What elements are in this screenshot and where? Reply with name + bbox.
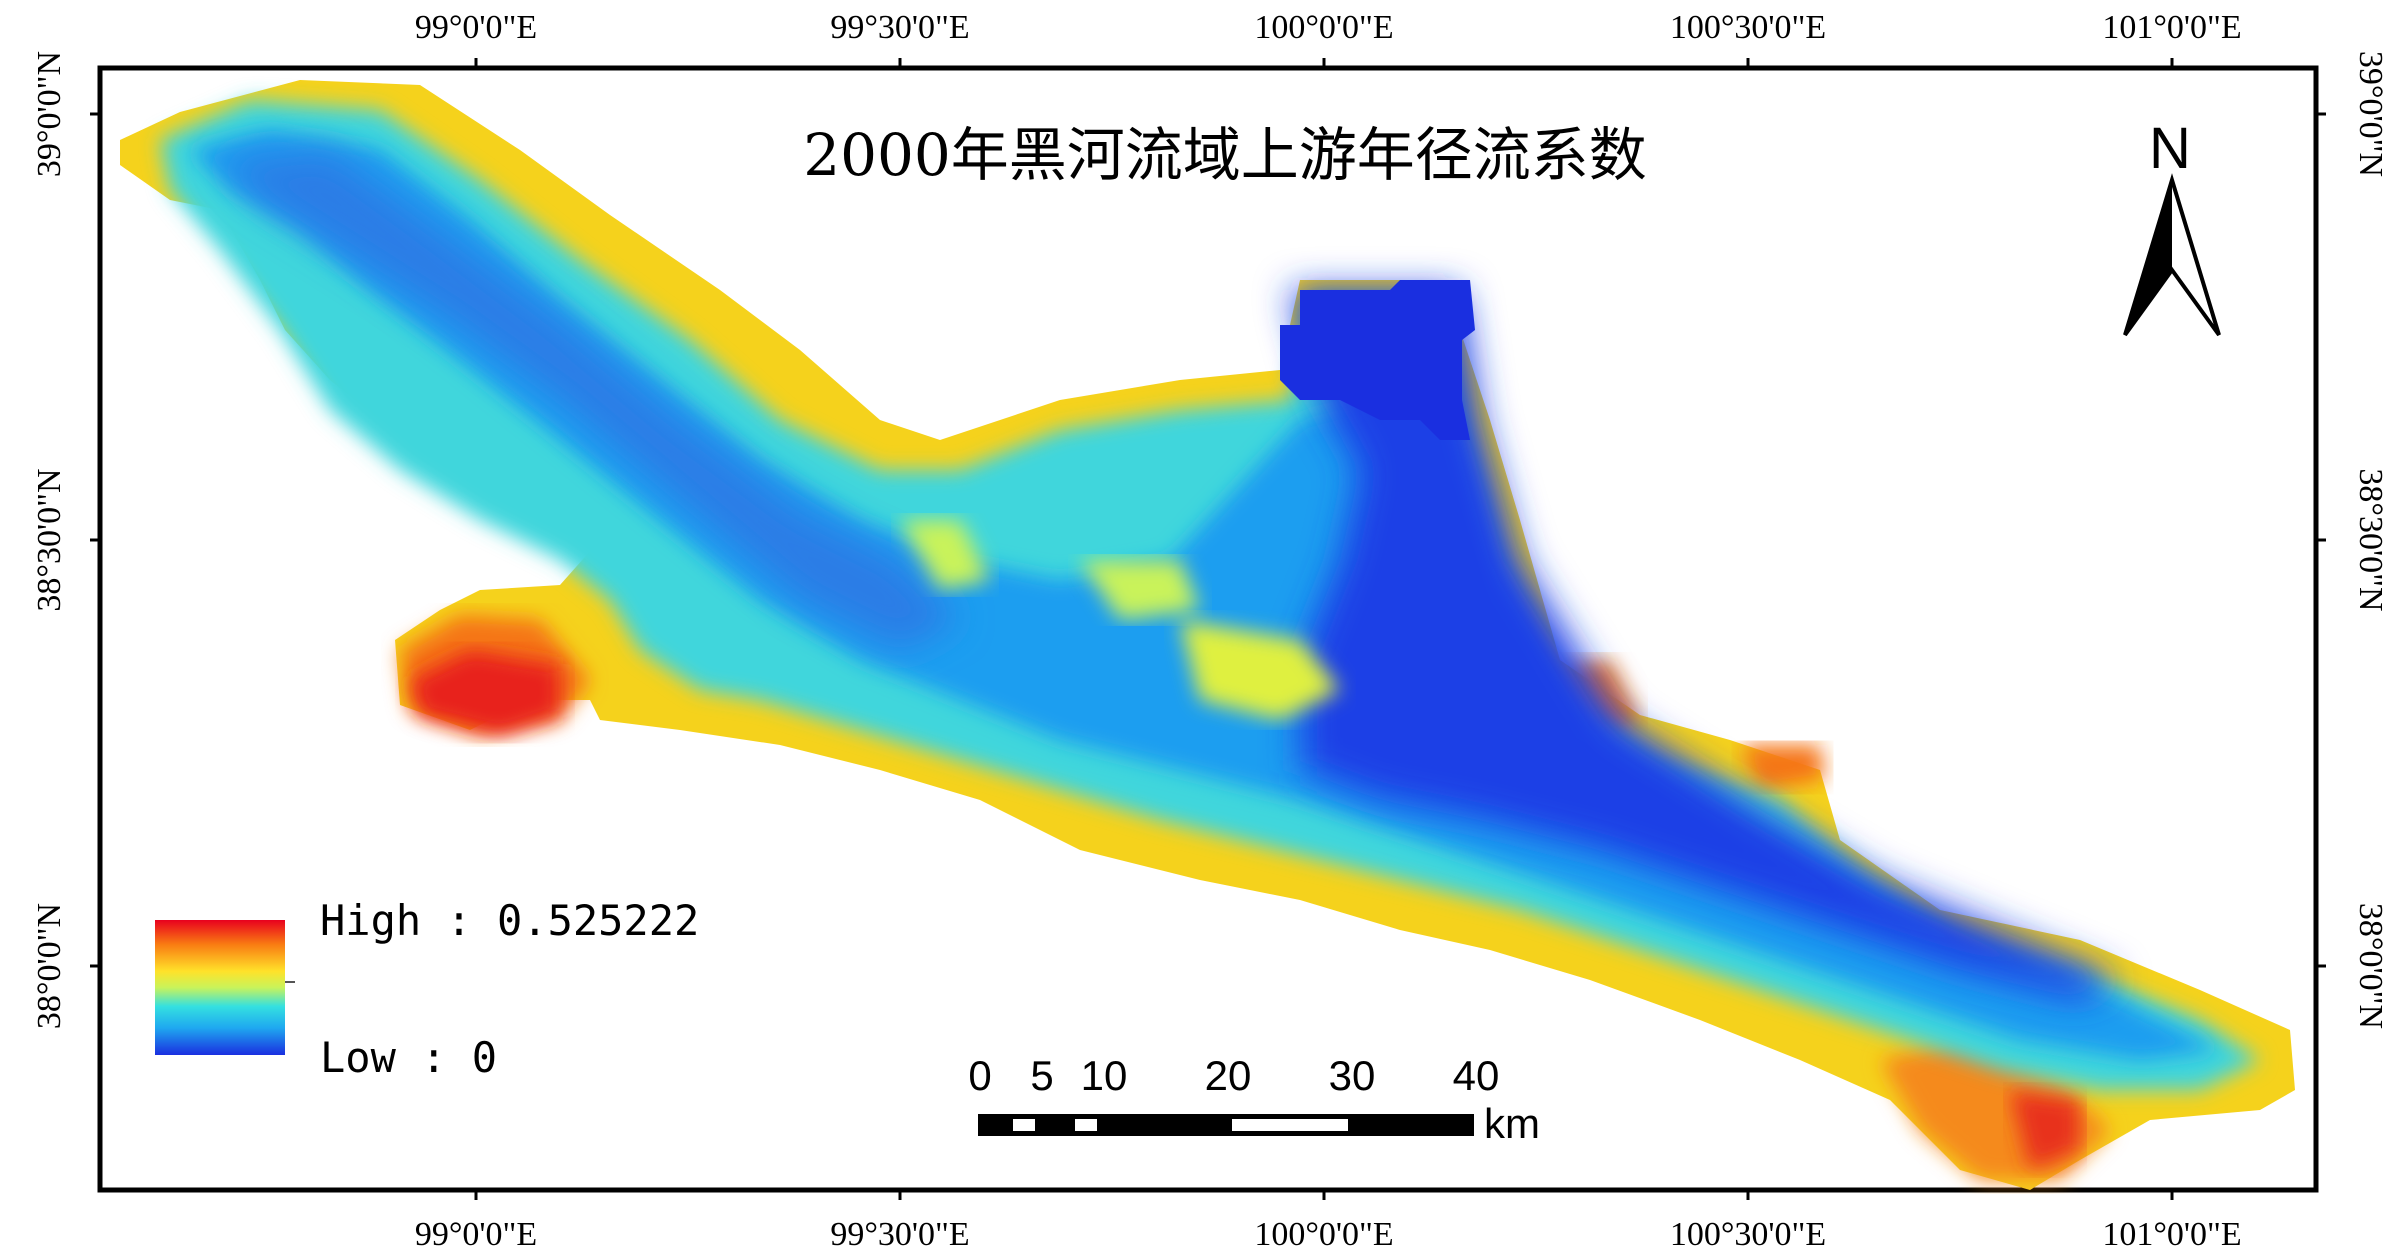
- lon-label-bottom: 99°30'0"E: [830, 1216, 969, 1253]
- north-arrow: N: [2123, 116, 2221, 337]
- lat-label-right: 39°0'0"N: [2352, 51, 2389, 177]
- lon-label-bottom: 101°0'0"E: [2102, 1216, 2241, 1253]
- lon-label-bottom: 100°30'0"E: [1670, 1216, 1826, 1253]
- basin-deep-north: [1280, 280, 1475, 440]
- right-latitude-labels: 39°0'0"N 38°30'0"N 38°0'0"N: [2352, 51, 2389, 1029]
- lat-label-left: 39°0'0"N: [31, 51, 68, 177]
- basin-red-west: [410, 650, 560, 735]
- lon-label-top: 100°0'0"E: [1254, 9, 1393, 46]
- lat-label-right: 38°0'0"N: [2352, 903, 2389, 1029]
- legend-high-label: High : 0.525222: [320, 896, 699, 945]
- north-arrow-label: N: [2149, 116, 2191, 181]
- bottom-longitude-labels: 99°0'0"E 99°30'0"E 100°0'0"E 100°30'0"E …: [415, 1216, 2242, 1253]
- scale-label-10: 10: [1081, 1052, 1128, 1099]
- north-arrow-fill: [2125, 180, 2172, 335]
- lon-label-top: 99°30'0"E: [830, 9, 969, 46]
- basin-raster: [120, 80, 2295, 1190]
- basin-blue-west: [220, 150, 960, 650]
- top-longitude-labels: 99°0'0"E 99°30'0"E 100°0'0"E 100°30'0"E …: [415, 9, 2242, 46]
- lat-label-left: 38°0'0"N: [31, 903, 68, 1029]
- map-title: 2000年黑河流域上游年径流系数: [803, 121, 1647, 189]
- legend-low-label: Low : 0: [320, 1033, 497, 1082]
- basin-red-south: [2010, 1090, 2080, 1170]
- lon-label-bottom: 100°0'0"E: [1254, 1216, 1393, 1253]
- basin-orange-east2: [1740, 745, 1825, 790]
- legend: High : 0.525222 Low : 0: [155, 896, 699, 1082]
- lon-label-top: 100°30'0"E: [1670, 9, 1826, 46]
- basin-yellow-ridge3: [900, 520, 990, 590]
- basin-yellow-ridge1: [1180, 620, 1340, 720]
- basin-yellow-ridge2: [1080, 560, 1200, 620]
- graticule-ticks: [90, 58, 2326, 1200]
- scale-unit-label: km: [1484, 1100, 1540, 1147]
- scale-label-30: 30: [1329, 1052, 1376, 1099]
- left-latitude-labels: 39°0'0"N 38°30'0"N 38°0'0"N: [31, 51, 68, 1029]
- lon-label-top: 99°0'0"E: [415, 9, 537, 46]
- lat-label-right: 38°30'0"N: [2352, 468, 2389, 611]
- scale-label-40: 40: [1453, 1052, 1500, 1099]
- scale-label-20: 20: [1205, 1052, 1252, 1099]
- lon-label-top: 101°0'0"E: [2102, 9, 2241, 46]
- scale-label-0: 0: [968, 1052, 991, 1099]
- lon-label-bottom: 99°0'0"E: [415, 1216, 537, 1253]
- legend-color-ramp: [155, 920, 285, 1055]
- scale-label-5: 5: [1030, 1052, 1053, 1099]
- lat-label-left: 38°30'0"N: [31, 468, 68, 611]
- basin-deep-core: [1290, 290, 2120, 1000]
- scale-bar: 0 5 10 20 30 40 km: [968, 1052, 1540, 1147]
